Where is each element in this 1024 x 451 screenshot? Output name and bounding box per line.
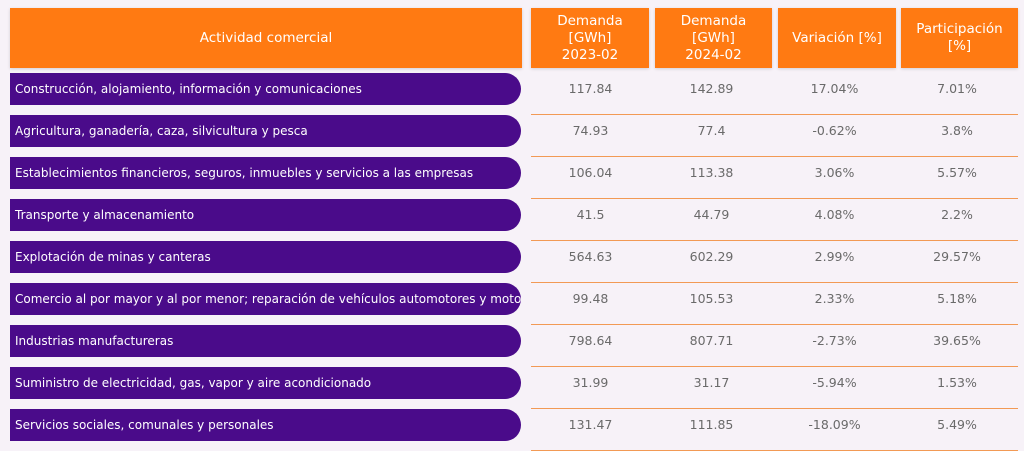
header-demand-2023: Demanda [GWh] 2023-02 <box>531 8 649 68</box>
variation-cell: 2.33% <box>814 291 855 306</box>
header-activity-label: Actividad comercial <box>199 29 333 46</box>
variation-cell: 2.99% <box>814 249 855 264</box>
demand-2023-cell: 117.84 <box>568 81 613 96</box>
header-participation: Participación [%] <box>901 8 1018 68</box>
demand-2023-cell: 131.47 <box>568 417 613 432</box>
table-row: Construcción, alojamiento, información y… <box>10 73 1018 115</box>
variation-cell: -2.73% <box>812 333 857 348</box>
demand-2024-cell: 105.53 <box>689 291 734 306</box>
table-row: Servicios sociales, comunales y personal… <box>10 409 1018 451</box>
variation-cell: 4.08% <box>814 207 855 222</box>
header-demand-2024: Demanda [GWh] 2024-02 <box>655 8 772 68</box>
demand-2023-cell: 31.99 <box>572 375 609 390</box>
header-variation-label: Variación [%] <box>792 29 882 46</box>
demand-2023-cell: 41.5 <box>576 207 605 222</box>
demand-2023-cell: 798.64 <box>568 333 613 348</box>
demand-2024-cell: 44.79 <box>693 207 730 222</box>
header-activity: Actividad comercial <box>10 8 522 68</box>
header-demand-2024-line1: Demanda [GWh] <box>680 12 747 46</box>
participation-cell: 5.49% <box>937 417 977 432</box>
demand-2024-cell: 602.29 <box>689 249 734 264</box>
demand-2023-cell: 106.04 <box>568 165 613 180</box>
table-row: Establecimientos financieros, seguros, i… <box>10 157 1018 199</box>
header-participation-label: Participación [%] <box>916 21 1003 54</box>
activity-label: Servicios sociales, comunales y personal… <box>10 409 521 441</box>
table-body: Construcción, alojamiento, información y… <box>10 73 1018 451</box>
activity-label: Industrias manufactureras <box>10 325 521 357</box>
participation-cell: 2.2% <box>941 207 973 222</box>
participation-cell: 3.8% <box>941 123 973 138</box>
participation-cell: 5.57% <box>937 165 977 180</box>
demand-2023-cell: 564.63 <box>568 249 613 264</box>
activity-label: Explotación de minas y canteras <box>10 241 521 273</box>
header-demand-2023-line2: 2023-02 <box>561 46 619 63</box>
demand-2024-cell: 111.85 <box>689 417 734 432</box>
demand-2023-cell: 99.48 <box>572 291 609 306</box>
participation-cell: 29.57% <box>933 249 981 264</box>
variation-cell: 3.06% <box>814 165 855 180</box>
demand-2024-cell: 142.89 <box>689 81 734 96</box>
variation-cell: -18.09% <box>808 417 861 432</box>
variation-cell: -0.62% <box>812 123 857 138</box>
activity-label: Comercio al por mayor y al por menor; re… <box>10 283 521 315</box>
table-row: Suministro de electricidad, gas, vapor y… <box>10 367 1018 409</box>
table-row: Explotación de minas y canteras 564.63 6… <box>10 241 1018 283</box>
table-header: Actividad comercial Demanda [GWh] 2023-0… <box>10 8 1018 68</box>
demand-2024-cell: 77.4 <box>697 123 726 138</box>
table-row: Industrias manufactureras 798.64 807.71 … <box>10 325 1018 367</box>
activity-label: Suministro de electricidad, gas, vapor y… <box>10 367 521 399</box>
demand-2024-cell: 31.17 <box>693 375 730 390</box>
header-demand-2024-line2: 2024-02 <box>685 46 742 63</box>
participation-cell: 39.65% <box>933 333 981 348</box>
table-row: Comercio al por mayor y al por menor; re… <box>10 283 1018 325</box>
table-row: Agricultura, ganadería, caza, silvicultu… <box>10 115 1018 157</box>
variation-cell: -5.94% <box>812 375 857 390</box>
demand-table: Actividad comercial Demanda [GWh] 2023-0… <box>10 8 1018 451</box>
activity-label: Establecimientos financieros, seguros, i… <box>10 157 521 189</box>
demand-2024-cell: 113.38 <box>689 165 734 180</box>
participation-cell: 5.18% <box>937 291 977 306</box>
activity-label: Transporte y almacenamiento <box>10 199 521 231</box>
participation-cell: 7.01% <box>937 81 977 96</box>
activity-label: Construcción, alojamiento, información y… <box>10 73 521 105</box>
header-demand-2023-line1: Demanda [GWh] <box>557 12 623 46</box>
variation-cell: 17.04% <box>810 81 859 96</box>
table-row: Transporte y almacenamiento 41.5 44.79 4… <box>10 199 1018 241</box>
demand-2024-cell: 807.71 <box>689 333 734 348</box>
demand-2023-cell: 74.93 <box>572 123 609 138</box>
header-variation: Variación [%] <box>778 8 896 68</box>
activity-label: Agricultura, ganadería, caza, silvicultu… <box>10 115 521 147</box>
participation-cell: 1.53% <box>937 375 977 390</box>
